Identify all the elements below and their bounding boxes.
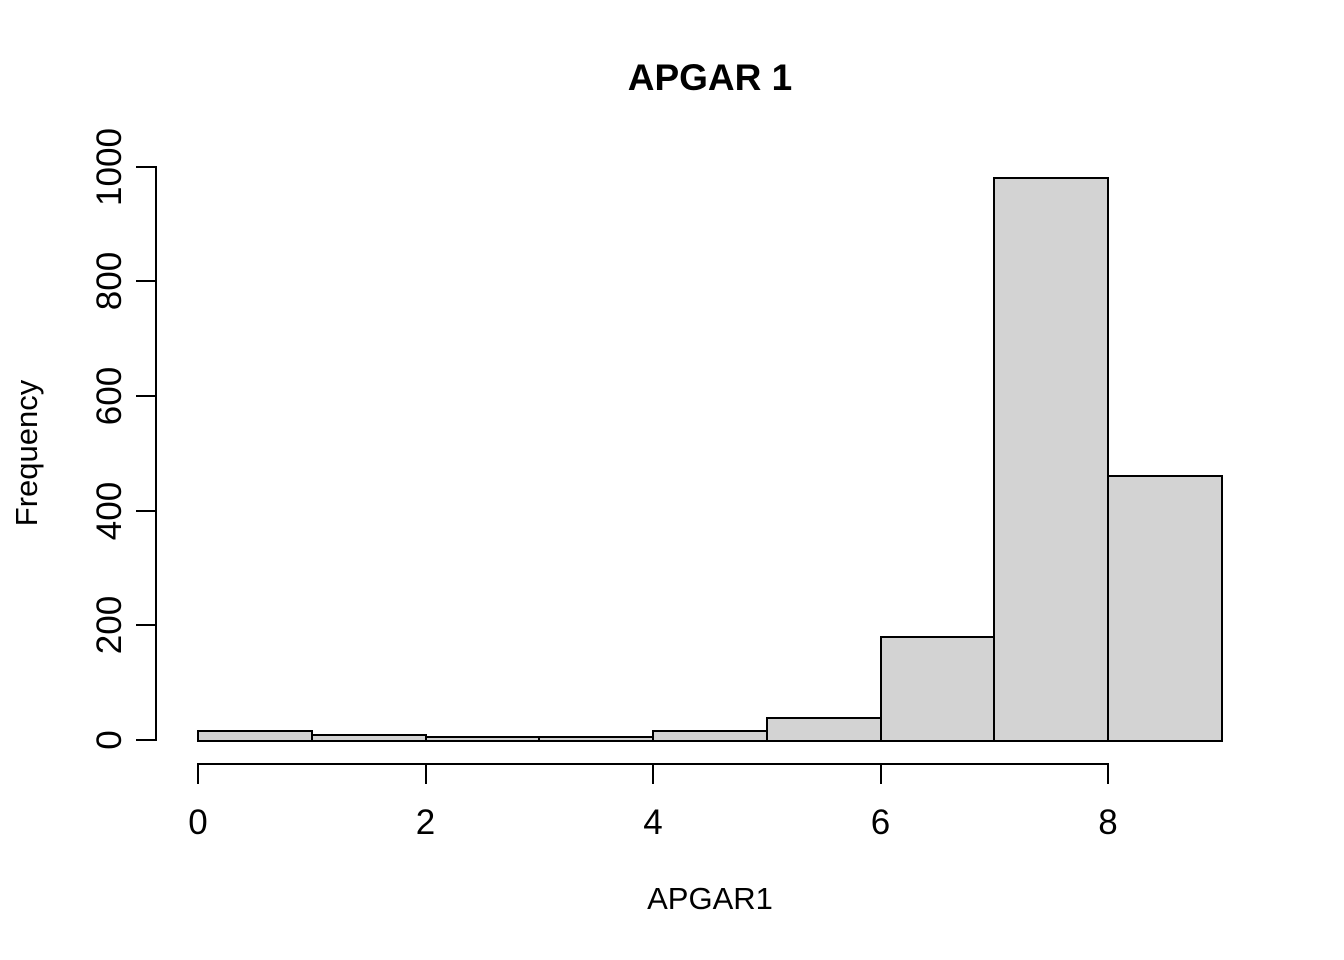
- y-axis-label: Frequency: [9, 379, 44, 527]
- x-tick-mark: [197, 763, 199, 784]
- x-tick-mark: [652, 763, 654, 784]
- y-tick-mark: [135, 165, 156, 168]
- histogram-bar: [879, 635, 996, 742]
- y-tick-label: 0: [90, 730, 129, 750]
- y-tick-label: 800: [90, 252, 129, 311]
- x-tick-mark: [424, 763, 427, 784]
- y-tick-mark: [135, 509, 156, 512]
- histogram-bar: [538, 736, 654, 742]
- y-tick-mark: [135, 280, 156, 283]
- y-tick-mark: [135, 739, 156, 741]
- x-tick-label: 2: [415, 803, 436, 842]
- y-tick-mark: [135, 395, 156, 398]
- y-tick-label: 400: [90, 481, 129, 540]
- x-tick-label: 0: [188, 803, 208, 842]
- x-tick-mark: [1107, 763, 1109, 784]
- x-tick-label: 8: [1098, 803, 1118, 842]
- histogram-bar: [424, 735, 541, 742]
- y-tick-label: 1000: [90, 127, 129, 206]
- x-axis-label: APGAR1: [647, 881, 773, 916]
- histogram-bar: [993, 177, 1109, 742]
- x-tick-mark: [879, 763, 882, 784]
- y-tick-label: 600: [90, 366, 129, 426]
- histogram-bar: [1107, 475, 1223, 742]
- histogram-bar: [765, 717, 882, 742]
- x-tick-label: 6: [870, 803, 891, 842]
- y-tick-label: 200: [90, 596, 129, 655]
- chart-title: APGAR 1: [627, 57, 793, 98]
- x-tick-label: 4: [643, 803, 663, 842]
- histogram-bar: [197, 730, 313, 742]
- y-tick-mark: [135, 624, 156, 627]
- y-axis-line: [154, 165, 157, 741]
- histogram-bar: [652, 730, 768, 742]
- histogram-bar: [310, 733, 427, 742]
